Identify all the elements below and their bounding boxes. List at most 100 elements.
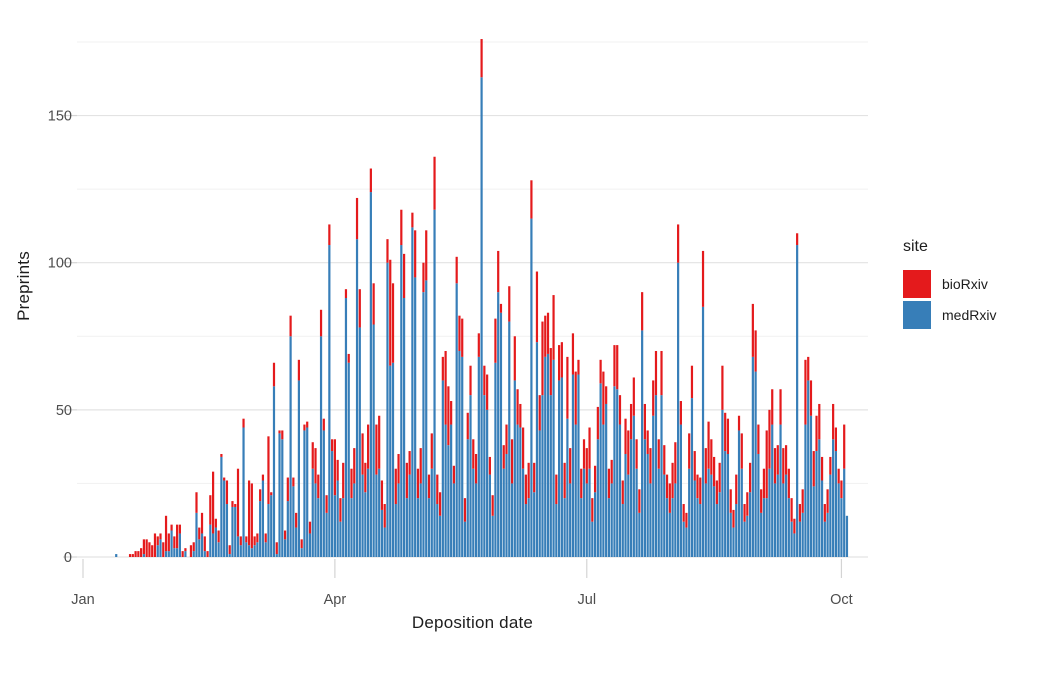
bar-segment-medrxiv [209,524,212,557]
bar-segment-medrxiv [239,545,242,557]
bar-segment-medrxiv [306,427,309,557]
bar-segment-medrxiv [427,498,431,557]
bar-segment-biorxiv [790,498,793,522]
bar-segment-medrxiv [798,521,802,557]
bar-segment-medrxiv [638,512,641,558]
bar-segment-biorxiv [522,427,525,469]
bar-segment-medrxiv [347,362,350,557]
bar-segment-medrxiv [748,492,752,557]
bar-segment-medrxiv [740,468,743,557]
bar-segment-biorxiv [751,303,754,357]
bar-segment-medrxiv [275,554,278,557]
bar-segment-biorxiv [430,433,433,469]
bar-segment-medrxiv [641,330,644,557]
bar-segment-biorxiv [311,442,314,469]
bar-segment-medrxiv [558,380,561,557]
bar-segment-medrxiv [815,451,818,557]
bar-segment-biorxiv [743,504,746,522]
bar-segment-biorxiv [552,295,555,360]
bar-segment-medrxiv [585,483,588,558]
bar-segment-biorxiv [555,474,558,505]
bar-segment-medrxiv [308,533,312,557]
bar-segment-medrxiv [472,468,475,557]
bar-segment-medrxiv [391,362,395,557]
bar-segment-biorxiv [306,421,309,428]
bar-segment-medrxiv [679,424,682,557]
bar-segment-medrxiv [613,386,616,557]
bar-segment-medrxiv [259,501,262,557]
bar-segment-biorxiv [275,542,278,555]
bar-segment-medrxiv [737,430,741,557]
bar-segment-biorxiv [657,439,660,469]
bar-segment-medrxiv [818,439,821,557]
bar-segment-biorxiv [721,365,724,410]
bar-segment-medrxiv [297,380,300,557]
bar-segment-biorxiv [355,197,359,240]
bar-segment-biorxiv [510,439,514,484]
bar-segment-biorxiv [488,456,491,475]
bar-segment-biorxiv [178,524,181,534]
bar-segment-medrxiv [732,527,735,557]
bar-segment-biorxiv [724,412,727,452]
bar-segment-medrxiv [527,498,530,557]
bar-segment-biorxiv [220,454,223,457]
bar-segment-medrxiv [541,395,544,557]
bar-segment-biorxiv [616,345,619,390]
bar-segment-medrxiv [784,474,788,557]
bar-segment-medrxiv [718,492,721,557]
bar-segment-medrxiv [779,424,782,557]
bar-segment-biorxiv [217,530,220,543]
bar-segment-medrxiv [375,474,378,557]
bar-segment-biorxiv [740,433,743,469]
bar-segment-medrxiv [629,439,633,557]
bar-segment-medrxiv [483,395,486,557]
bar-segment-biorxiv [189,545,193,557]
bar-segment-biorxiv [322,418,325,431]
bar-segment-medrxiv [220,456,223,557]
bar-segment-biorxiv [256,533,259,543]
bar-segment-biorxiv [289,315,292,337]
bar-segment-medrxiv [474,483,478,558]
bar-segment-medrxiv [516,424,519,557]
bar-segment-medrxiv [704,483,707,558]
bar-segment-biorxiv [718,462,721,493]
bar-segment-medrxiv [389,365,392,557]
bar-segment-medrxiv [355,239,359,557]
bar-segment-medrxiv [533,492,536,557]
bar-segment-medrxiv [192,551,195,557]
x-tick-label: Oct [830,592,853,608]
bar-segment-biorxiv [245,536,248,543]
bar-segment-biorxiv [455,256,458,284]
bar-segment-biorxiv [646,430,649,454]
bar-segment-medrxiv [247,545,251,557]
bar-segment-medrxiv [441,380,444,557]
bar-segment-medrxiv [405,498,408,557]
bar-segment-biorxiv [153,533,157,557]
bar-segment-medrxiv [502,468,505,557]
bar-segment-biorxiv [176,524,179,549]
bar-segment-biorxiv [801,489,804,513]
bar-segment-biorxiv [369,168,372,193]
bar-segment-medrxiv [225,504,229,557]
bar-segment-medrxiv [223,480,226,557]
bar-segment-biorxiv [200,512,204,534]
bar-segment-biorxiv [494,318,497,363]
bar-segment-medrxiv [303,430,306,557]
y-tick-label: 0 [64,550,72,566]
bar-segment-biorxiv [480,39,483,78]
bar-segment-medrxiv [618,424,622,557]
bar-segment-medrxiv [450,424,453,557]
bar-segment-medrxiv [212,533,215,557]
bar-segment-biorxiv [771,389,774,425]
bar-segment-biorxiv [195,492,198,513]
bar-segment-medrxiv [826,512,829,558]
bar-segment-biorxiv [754,330,757,372]
bar-segment-medrxiv [367,468,370,557]
bar-segment-medrxiv [577,374,580,557]
bar-segment-medrxiv [115,554,118,557]
bar-segment-biorxiv [679,401,682,425]
bar-segment-medrxiv [339,521,342,557]
bar-segment-biorxiv [677,224,680,263]
bar-segment-medrxiv [654,395,658,557]
